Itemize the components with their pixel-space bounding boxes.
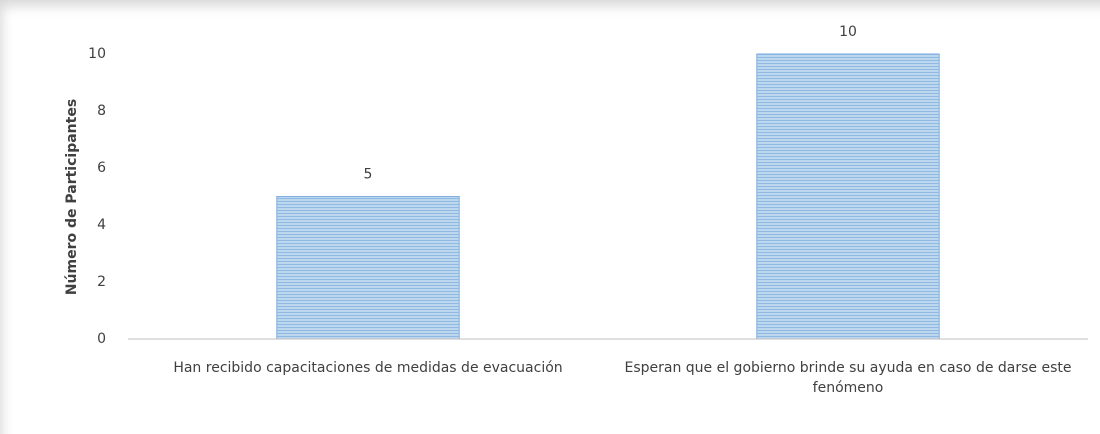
bar (756, 53, 940, 340)
x-tick-label: Esperan que el gobierno brinde su ayuda … (624, 360, 1072, 396)
y-tick-label: 0 (97, 331, 106, 347)
x-tick-label: Han recibido capacitaciones de medidas d… (173, 360, 563, 376)
y-axis-title: Número de Participantes (64, 99, 80, 295)
data-label: 5 (364, 167, 373, 183)
y-tick-label: 6 (97, 160, 106, 176)
y-tick-label: 8 (97, 103, 106, 119)
bar (276, 196, 460, 340)
y-tick-label: 10 (88, 46, 106, 62)
y-tick-label: 2 (97, 274, 106, 290)
y-tick-label: 4 (97, 217, 106, 233)
data-label: 10 (839, 24, 857, 40)
